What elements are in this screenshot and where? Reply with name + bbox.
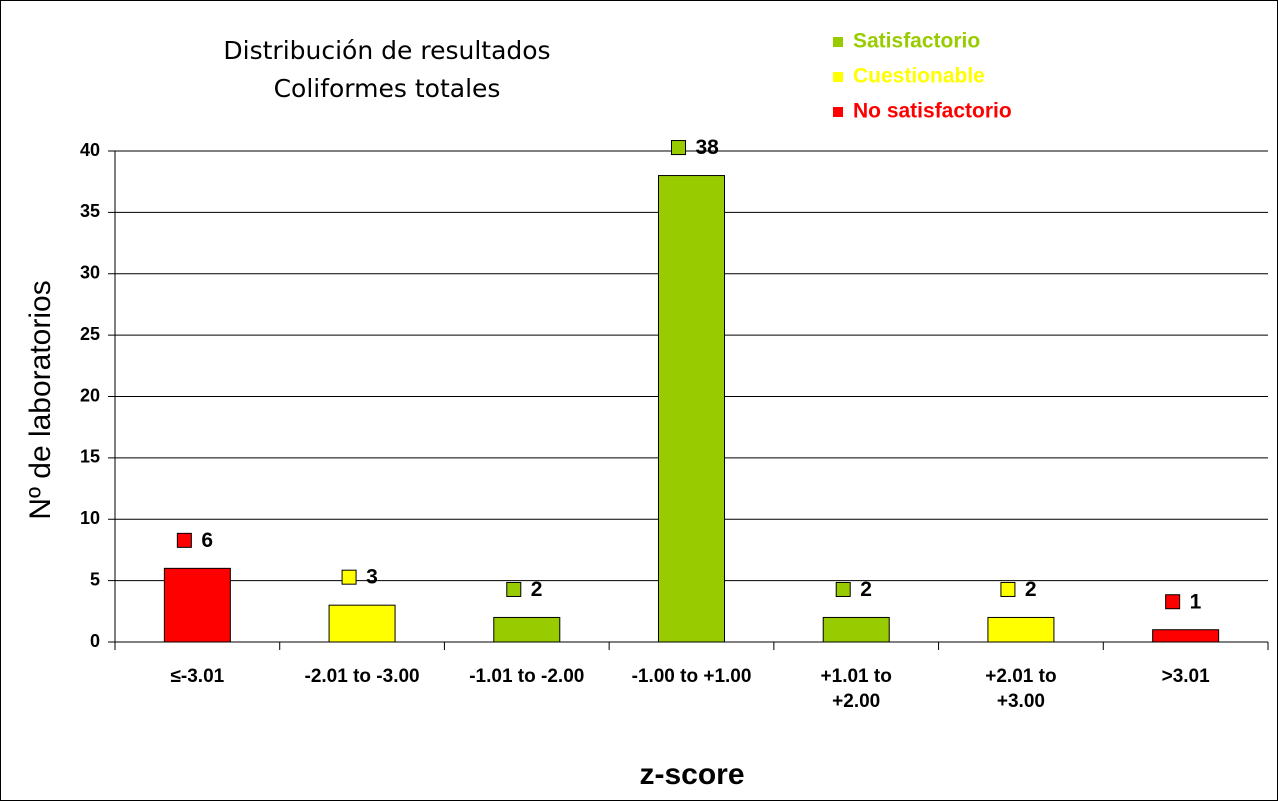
bar <box>658 175 725 643</box>
data-label: 3 <box>366 566 378 589</box>
x-tick-label: -1.01 to -2.00 <box>469 666 585 687</box>
data-label: 1 <box>1190 590 1202 613</box>
legend-label: No satisfactorio <box>853 100 1012 123</box>
bar <box>163 567 231 643</box>
y-tick-label: 5 <box>90 569 100 589</box>
x-tick-label: -2.01 to -3.00 <box>304 666 420 687</box>
data-label-key <box>835 581 851 597</box>
data-label-key <box>176 532 192 548</box>
data-label: 2 <box>860 578 872 601</box>
chart-title: Distribución de resultados <box>223 36 550 65</box>
x-tick-label: ≤-3.01 <box>170 666 225 687</box>
y-tick-label: 30 <box>80 263 100 283</box>
x-tick-label: +2.01 to +3.00 <box>985 666 1057 712</box>
y-tick-label: 40 <box>80 140 100 160</box>
data-label: 38 <box>696 136 720 159</box>
y-tick-label: 10 <box>80 508 100 528</box>
data-label-key <box>1000 581 1016 597</box>
legend-label: Cuestionable <box>853 65 985 88</box>
chart-subtitle: Coliformes totales <box>274 74 501 103</box>
data-label: 2 <box>1025 578 1037 601</box>
legend-key <box>833 72 843 82</box>
x-tick-label: -1.00 to +1.00 <box>631 666 752 687</box>
data-label-key <box>506 581 522 597</box>
data-label-key <box>671 140 686 156</box>
legend-key <box>833 37 843 47</box>
y-axis-label: Nº de laboratorios <box>24 280 57 519</box>
legend-label: Satisfactorio <box>853 30 980 53</box>
bar <box>987 616 1055 643</box>
x-axis-label: z-score <box>639 758 744 791</box>
y-tick-label: 35 <box>80 201 100 221</box>
y-tick-label: 20 <box>80 385 100 405</box>
y-tick-label: 25 <box>80 324 100 344</box>
data-label-key <box>341 569 357 585</box>
bar <box>328 604 396 643</box>
bar <box>493 616 561 643</box>
x-tick-label: +1.01 to +2.00 <box>820 666 892 712</box>
data-label-key <box>1165 594 1181 610</box>
y-tick-label: 0 <box>90 631 100 651</box>
data-label: 2 <box>531 578 543 601</box>
data-label: 6 <box>201 529 213 552</box>
y-tick-label: 15 <box>80 447 100 467</box>
bar <box>822 616 890 643</box>
legend-key <box>833 107 843 117</box>
bar <box>1152 629 1220 643</box>
x-tick-label: >3.01 <box>1161 666 1210 687</box>
